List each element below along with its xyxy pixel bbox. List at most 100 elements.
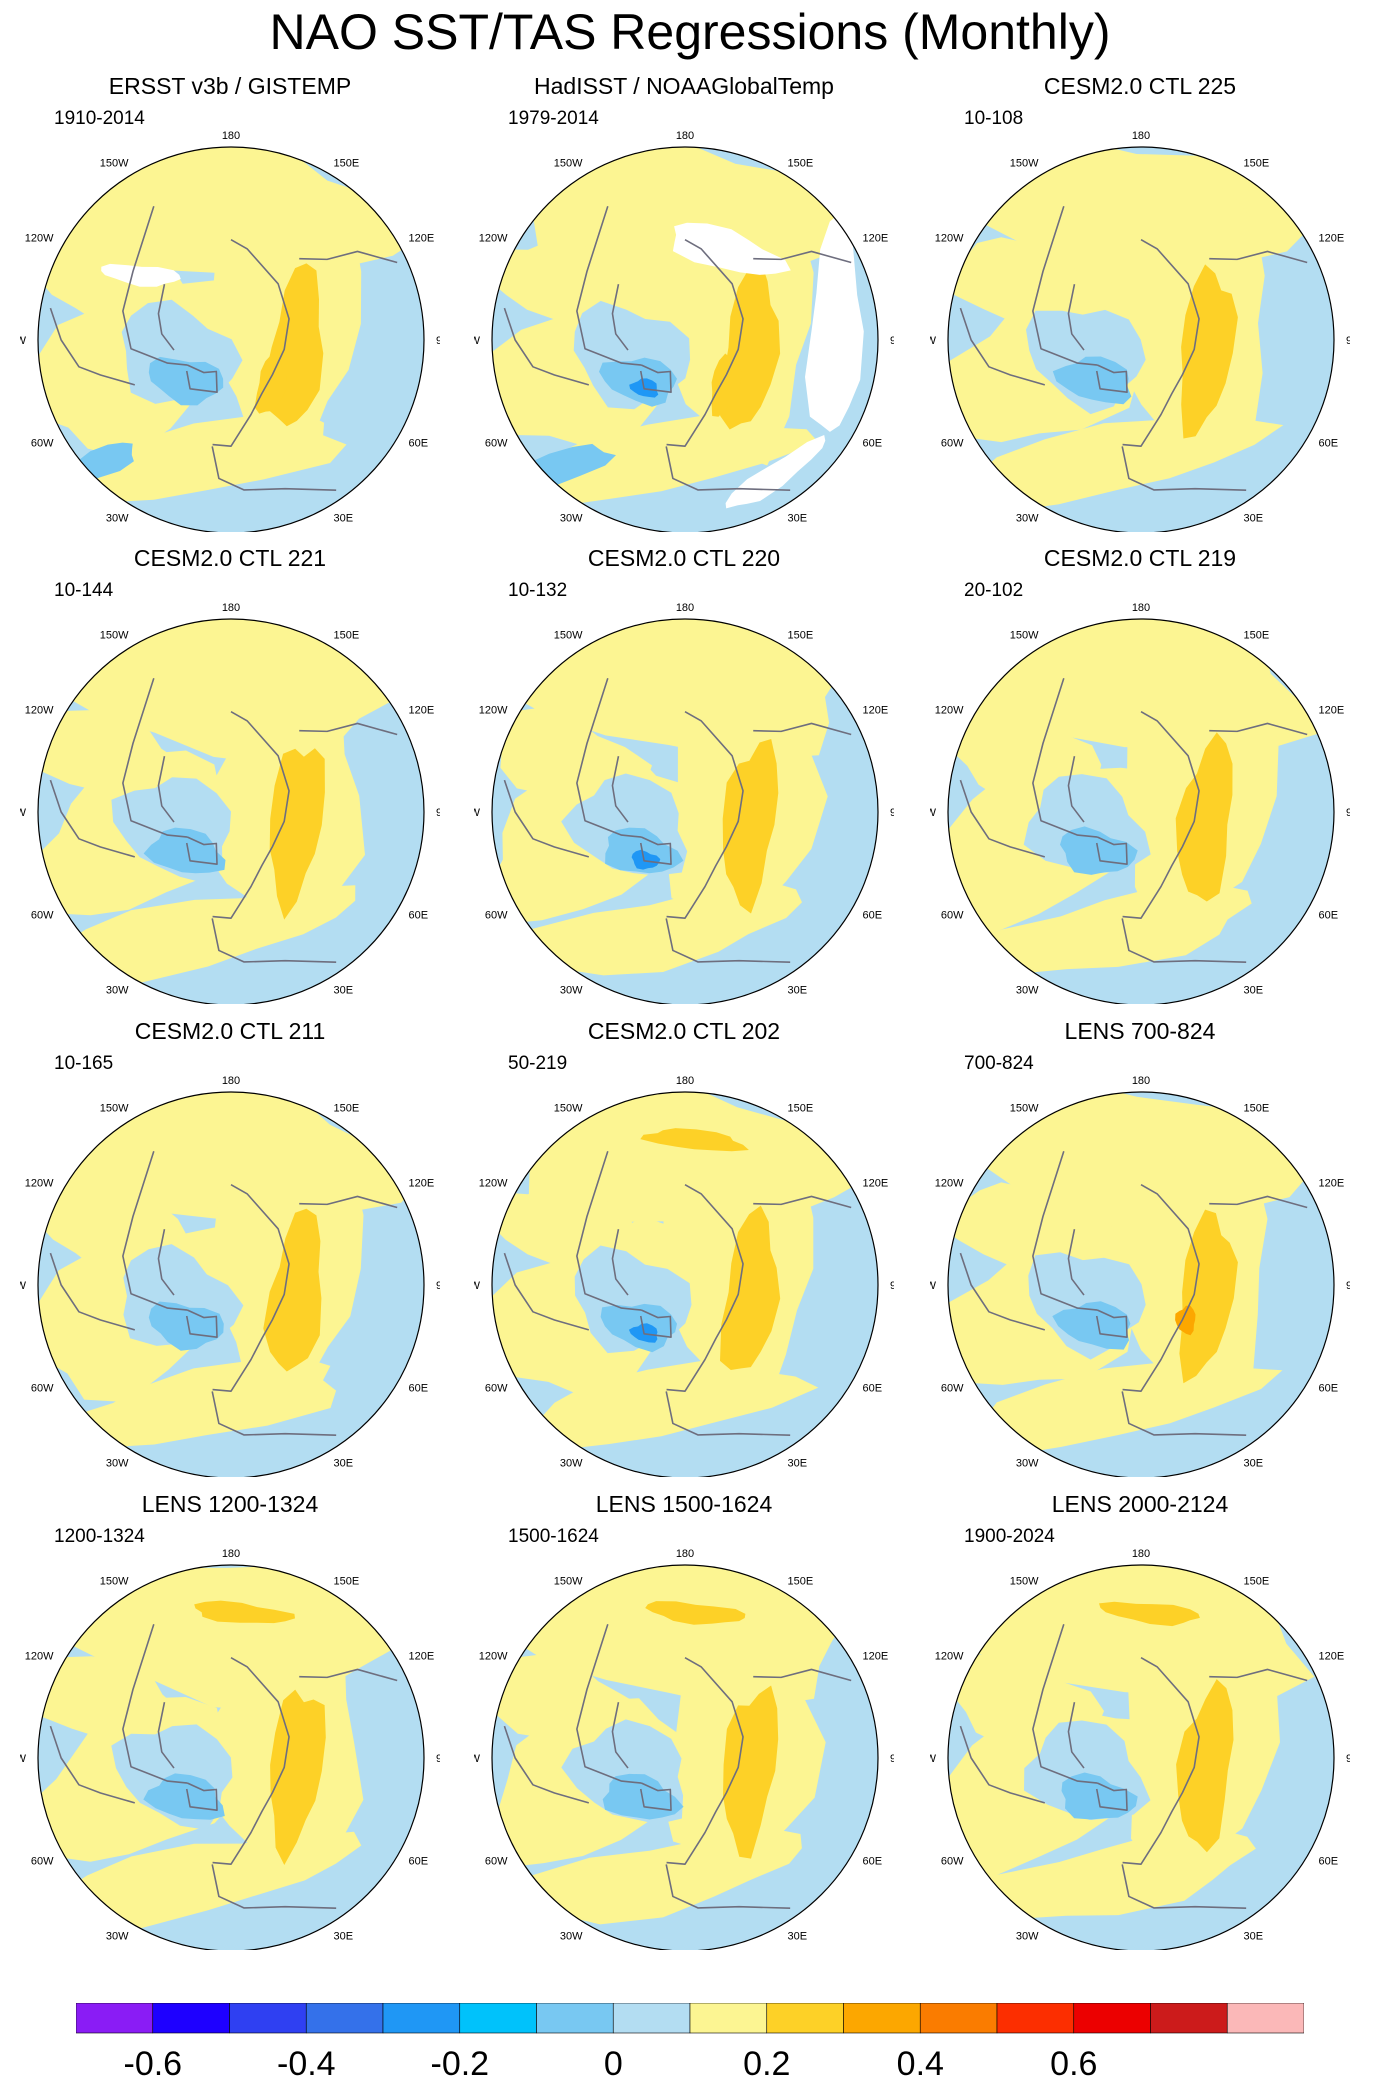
panel-period: 10-144 xyxy=(54,580,114,601)
longitude-label: 90W xyxy=(474,335,481,347)
longitude-label: 120W xyxy=(935,233,964,245)
coastline-eurasia-north xyxy=(212,238,290,447)
coastline-east-asia xyxy=(299,1195,398,1209)
colorbar-box xyxy=(843,2003,921,2034)
coastline-north-america-east xyxy=(959,779,1046,858)
longitude-label: 120E xyxy=(1319,1651,1345,1663)
subpolar-cold-core xyxy=(143,827,226,874)
longitude-label: 60W xyxy=(941,1383,964,1395)
panel-period: 1900-2024 xyxy=(964,1526,1055,1547)
coastline-arctic-islands xyxy=(1067,1229,1085,1296)
colorbar-box xyxy=(382,2003,461,2034)
coastline-eurasia-north xyxy=(1122,1183,1200,1392)
coastline-greenland xyxy=(1095,836,1128,865)
pacific-warming-core xyxy=(640,1128,749,1152)
coastline-north-america-east xyxy=(503,779,590,858)
coastline-north-america xyxy=(576,1624,642,1784)
longitude-label: 30W xyxy=(1016,1931,1039,1943)
map-boundary xyxy=(491,1564,879,1950)
longitude-label: 30W xyxy=(106,1931,129,1943)
map-boundary xyxy=(947,1564,1335,1950)
coastline-east-asia xyxy=(299,250,398,264)
longitude-label: 90E xyxy=(890,1753,894,1765)
subpolar-cold-core xyxy=(1052,356,1132,405)
coastline-greenland xyxy=(1095,364,1128,393)
eurasia-warming-core xyxy=(270,1689,326,1865)
longitude-label: 30E xyxy=(1244,513,1264,525)
coastline-north-america xyxy=(1032,1624,1098,1784)
coastline-north-america xyxy=(576,1151,642,1311)
polar-map: 180150E120E90E60E30E030W60W90W120W150W xyxy=(930,602,1350,1004)
longitude-label: 60W xyxy=(941,1856,964,1868)
longitude-label: 60W xyxy=(941,438,964,450)
longitude-label: 90E xyxy=(436,807,440,819)
polar-map: 180150E120E90E60E30E030W60W90W120W150W xyxy=(474,602,894,1004)
longitude-label: 150E xyxy=(1244,1103,1270,1115)
longitude-label: 60W xyxy=(31,1856,54,1868)
map-boundary xyxy=(947,146,1335,532)
polar-map: 180150E120E90E60E30E030W60W90W120W150W xyxy=(474,1075,894,1477)
coastline-greenland xyxy=(1095,1309,1128,1338)
longitude-label: 150E xyxy=(788,1576,814,1588)
colorbar-box xyxy=(766,2003,844,2034)
longitude-label: 30W xyxy=(1016,1458,1039,1470)
eurasia-warming-core xyxy=(1179,1209,1238,1384)
longitude-label: 120E xyxy=(1319,233,1345,245)
map-panel: 180150E120E90E60E30E030W60W90W120W150WHa… xyxy=(474,72,894,532)
panel-title: CESM2.0 CTL 225 xyxy=(1043,73,1237,99)
longitude-label: 30E xyxy=(1244,1458,1264,1470)
panel-title: CESM2.0 CTL 221 xyxy=(133,545,327,571)
subpolar-cold-core xyxy=(1061,1772,1138,1820)
polar-map: 180150E120E90E60E30E030W60W90W120W150W xyxy=(930,130,1350,532)
longitude-label: 30E xyxy=(788,1931,808,1943)
coastline-east-asia xyxy=(299,722,398,736)
map-panel: 180150E120E90E60E30E030W60W90W120W150WLE… xyxy=(474,1490,894,1950)
map-boundary xyxy=(37,618,425,1004)
longitude-label: 120W xyxy=(479,705,508,717)
longitude-label: 180 xyxy=(1132,130,1150,142)
longitude-label: 150W xyxy=(1010,630,1039,642)
eurasia-warming-core xyxy=(1175,732,1233,902)
missing-data-region xyxy=(101,263,181,287)
coastline-eurasia-north xyxy=(666,1183,744,1392)
north-america-positive-region xyxy=(495,1654,651,1745)
longitude-label: 30E xyxy=(788,513,808,525)
longitude-label: 120E xyxy=(409,1178,435,1190)
colorbar-box xyxy=(229,2003,307,2034)
coastline-greenland xyxy=(1095,1782,1128,1811)
coastline-europe-west xyxy=(665,446,791,491)
longitude-label: 90W xyxy=(20,335,27,347)
map-boundary xyxy=(37,146,425,532)
eurasia-warming-core xyxy=(720,1205,781,1370)
map-boundary xyxy=(491,1091,879,1477)
longitude-label: 30W xyxy=(1016,985,1039,997)
map-panel: 180150E120E90E60E30E030W60W90W120W150WLE… xyxy=(20,1490,440,1950)
subpolar-strong-cold-core xyxy=(631,849,661,870)
map-boundary xyxy=(491,146,879,532)
longitude-label: 60W xyxy=(485,1856,508,1868)
coastline-europe-west xyxy=(1121,918,1247,963)
longitude-label: 60W xyxy=(941,910,964,922)
longitude-label: 150W xyxy=(100,1576,129,1588)
coastline-arctic-islands xyxy=(611,1702,629,1769)
coastline-arctic-islands xyxy=(611,756,629,823)
coastline-greenland xyxy=(185,836,218,865)
longitude-label: 150W xyxy=(554,1103,583,1115)
coastline-eurasia-north xyxy=(212,1183,290,1392)
longitude-label: 120E xyxy=(863,1651,889,1663)
coastline-greenland xyxy=(639,1309,672,1338)
scandinavia-warming-core xyxy=(254,352,287,414)
longitude-label: 180 xyxy=(222,602,240,614)
longitude-label: 120W xyxy=(25,1651,54,1663)
eurasia-warming-core xyxy=(722,739,779,914)
longitude-label: 180 xyxy=(676,1075,694,1087)
longitude-label: 90E xyxy=(436,335,440,347)
longitude-label: 30E xyxy=(1244,985,1264,997)
coastline-east-asia xyxy=(1209,1195,1308,1209)
longitude-label: 120E xyxy=(409,233,435,245)
longitude-label: 120W xyxy=(25,1178,54,1190)
coastline-arctic-islands xyxy=(611,284,629,351)
coastline-north-america xyxy=(122,1624,188,1784)
longitude-label: 90W xyxy=(474,1280,481,1292)
coastline-arctic-islands xyxy=(157,1702,175,1769)
